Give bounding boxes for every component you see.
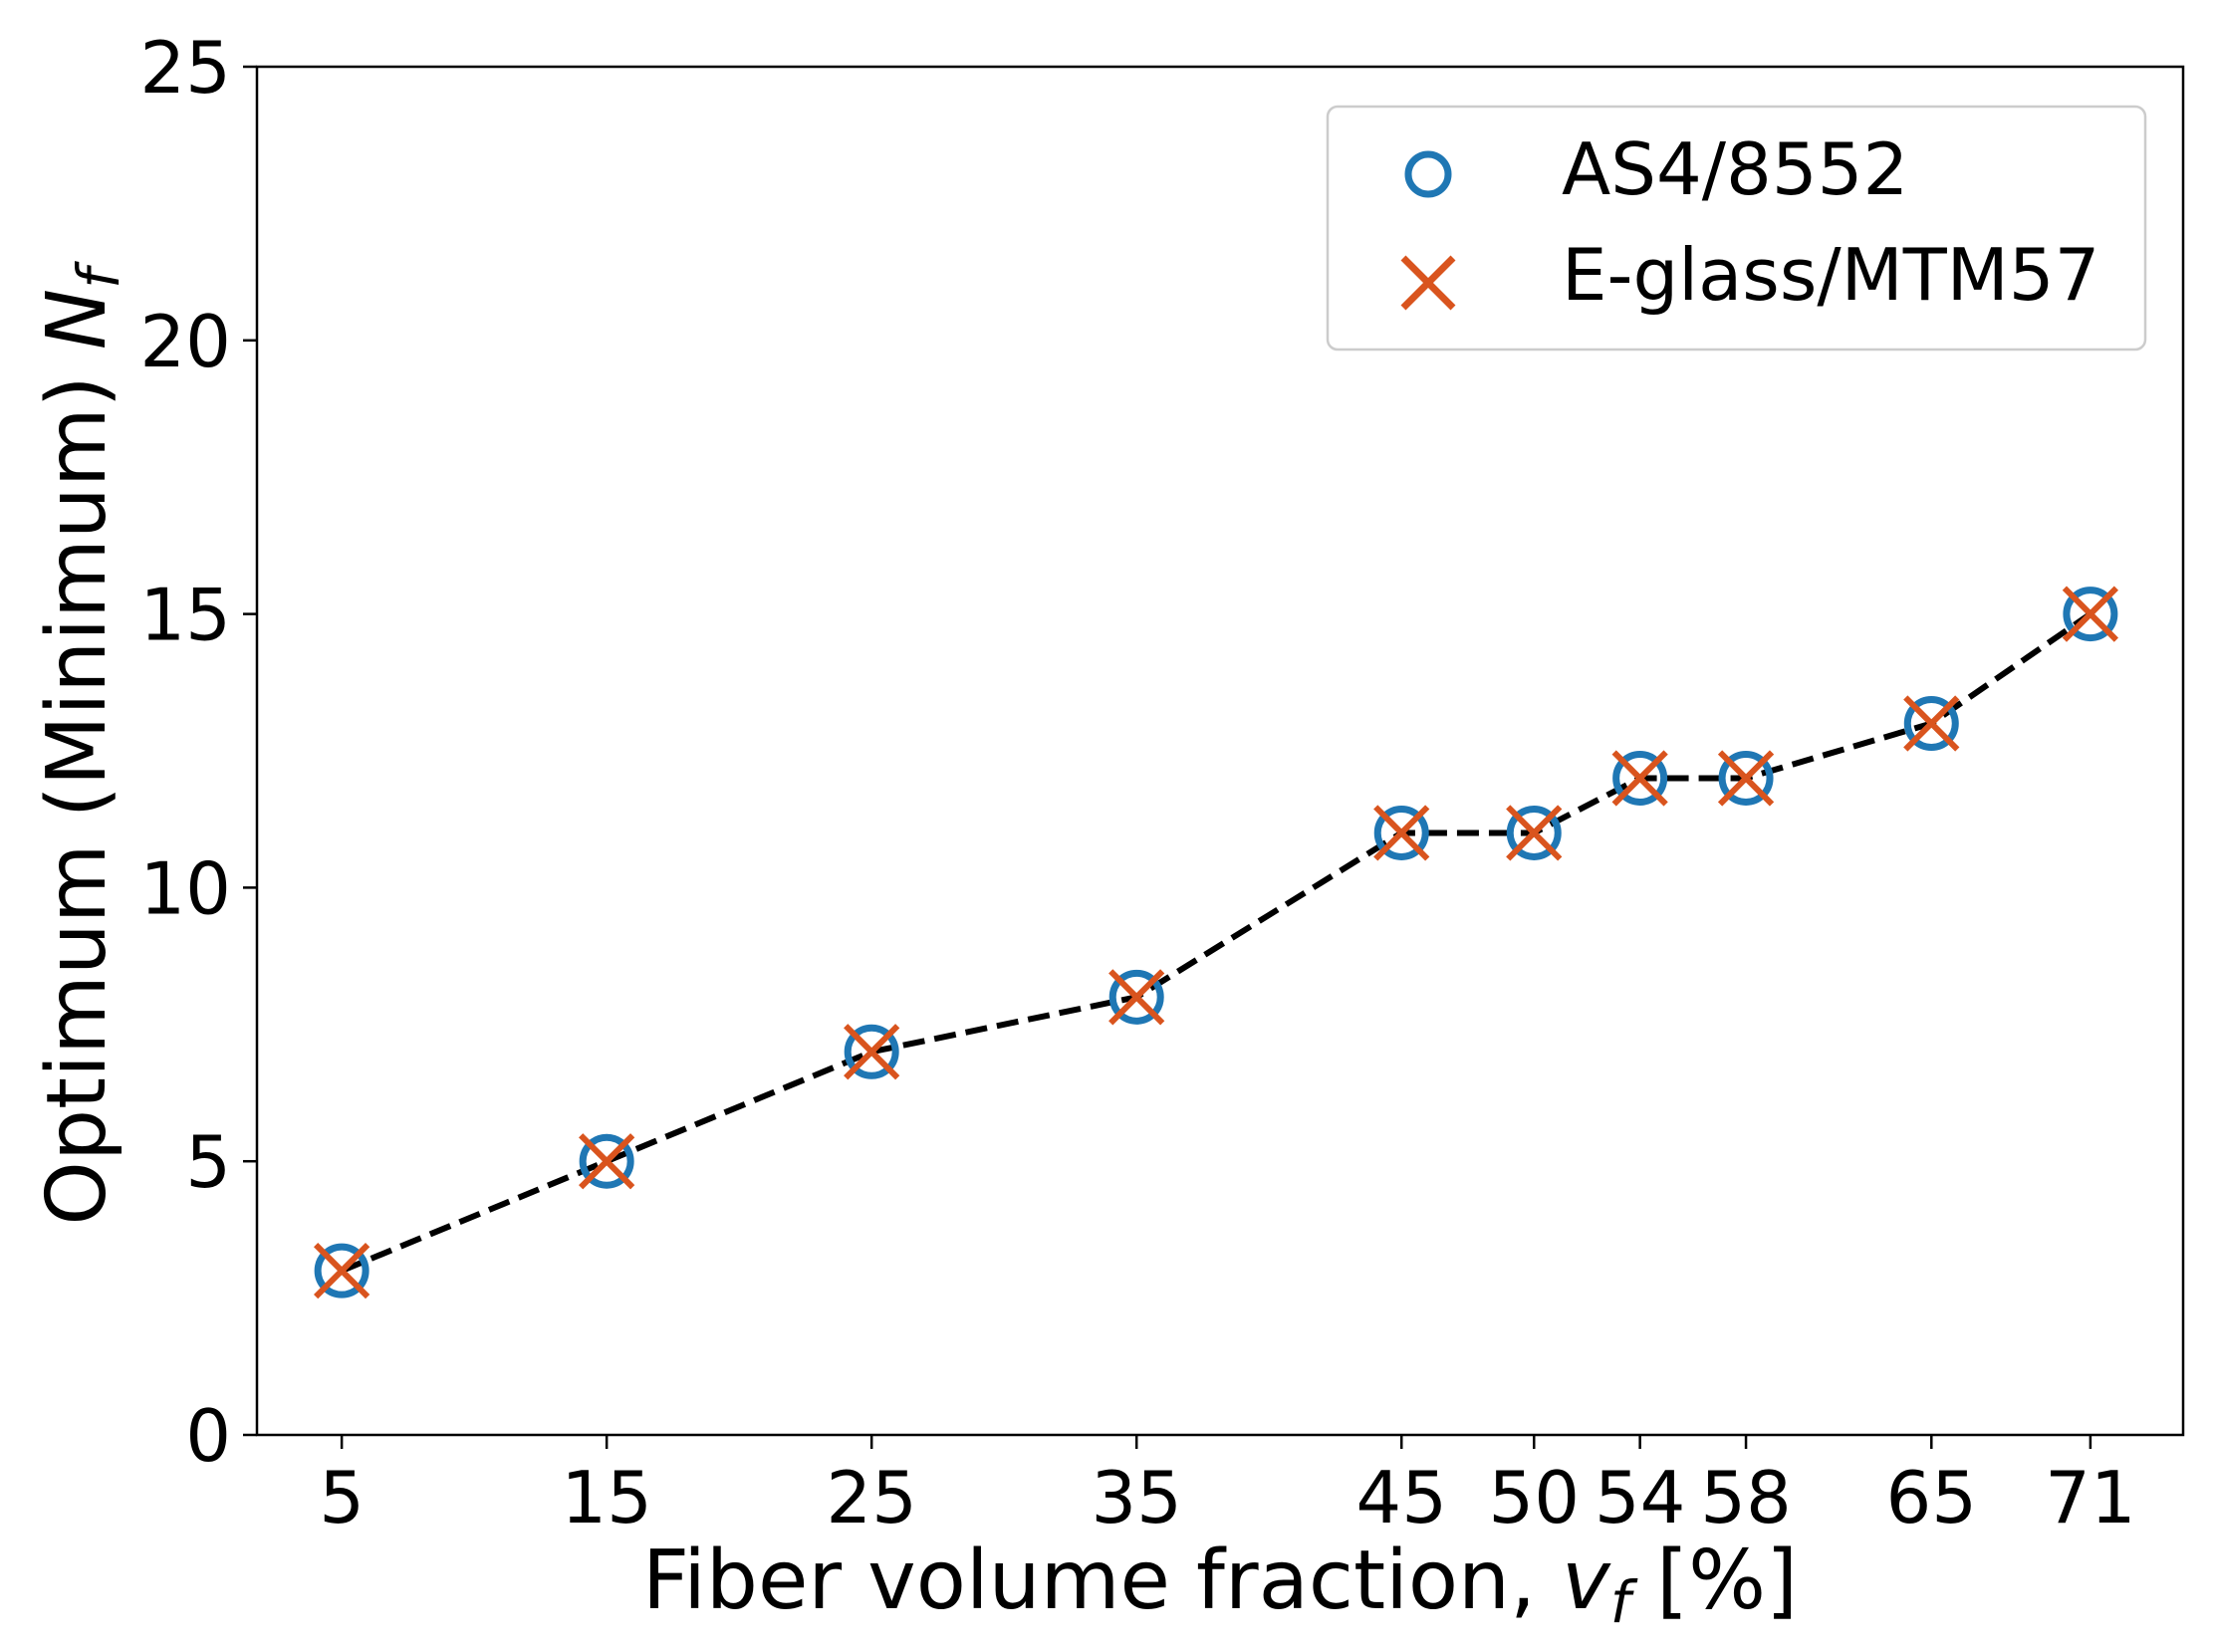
- as4-8552-point: [314, 1243, 369, 1298]
- trend-line-layer: [340, 611, 2092, 1274]
- x-tick-label: 15: [561, 1456, 652, 1539]
- marker-layer: [314, 586, 2119, 1299]
- x-tick-label: 71: [2045, 1456, 2136, 1539]
- legend-marker-x: [1400, 255, 1456, 311]
- e-glass-mtm57-point: [844, 1024, 900, 1080]
- e-glass-mtm57-point: [1611, 750, 1668, 807]
- x-axis-label-unit: [%]: [1630, 1534, 1798, 1628]
- legend: AS4/8552 E-glass/MTM57: [1326, 105, 2147, 352]
- x-tick-label: 50: [1488, 1456, 1580, 1539]
- y-axis-label-var: N: [30, 289, 124, 350]
- x-tick-label: 35: [1091, 1456, 1182, 1539]
- x-tick-label: 58: [1700, 1456, 1792, 1539]
- y-tick-label: 5: [185, 1120, 231, 1204]
- x-axis-label-var: v: [1562, 1534, 1611, 1628]
- y-tick-label: 15: [139, 574, 231, 657]
- as4-8552-point: [1718, 750, 1774, 806]
- as4-8552-point: [1108, 969, 1164, 1025]
- e-glass-mtm57-point: [1903, 695, 1960, 752]
- e-glass-mtm57-point: [579, 1133, 635, 1190]
- y-axis-label-sub: f: [65, 261, 132, 289]
- as4-8552-point: [844, 1024, 899, 1079]
- y-axis-ticks: 0 5 10 15 20 25: [139, 26, 257, 1478]
- y-tick-label: 0: [185, 1394, 231, 1478]
- legend-label-as4-8552: AS4/8552: [1562, 127, 1908, 211]
- y-tick-label: 25: [139, 26, 231, 110]
- as4-8552-point: [1373, 805, 1429, 860]
- as4-8552-point: [1612, 750, 1668, 806]
- x-tick-label: 45: [1355, 1456, 1447, 1539]
- as4-8552-point: [579, 1133, 634, 1189]
- e-glass-mtm57-point: [1108, 969, 1165, 1026]
- trend-line: [340, 611, 2092, 1274]
- e-glass-mtm57-point: [314, 1242, 370, 1299]
- legend-label-e-glass-mtm57: E-glass/MTM57: [1562, 233, 2099, 317]
- x-tick-label: 54: [1595, 1456, 1686, 1539]
- x-tick-label: 25: [826, 1456, 917, 1539]
- y-axis-label-text: Optimum (Minimum): [30, 350, 124, 1225]
- x-tick-label: 65: [1885, 1456, 1977, 1539]
- x-axis-label-text: Fiber volume fraction,: [642, 1534, 1562, 1628]
- y-tick-label: 10: [139, 846, 231, 930]
- e-glass-mtm57-point: [1717, 750, 1775, 807]
- x-tick-label: 5: [319, 1456, 365, 1539]
- e-glass-mtm57-point: [1373, 805, 1430, 861]
- as4-8552-point: [2063, 587, 2118, 642]
- legend-marker-circle: [1404, 150, 1452, 198]
- as4-8552-point: [1506, 805, 1562, 860]
- e-glass-mtm57-point: [1506, 805, 1563, 861]
- y-tick-label: 20: [139, 300, 231, 383]
- x-axis-ticks: 5 15 25 35 45 50 54 58 65 71: [319, 1435, 2136, 1539]
- legend-box: [1326, 105, 2147, 352]
- x-axis-label: Fiber volume fraction, vf [%]: [642, 1534, 1798, 1636]
- as4-8552-point: [1903, 696, 1959, 752]
- e-glass-mtm57-point: [2062, 586, 2119, 642]
- y-axis-label: Optimum (Minimum) Nf: [30, 261, 132, 1226]
